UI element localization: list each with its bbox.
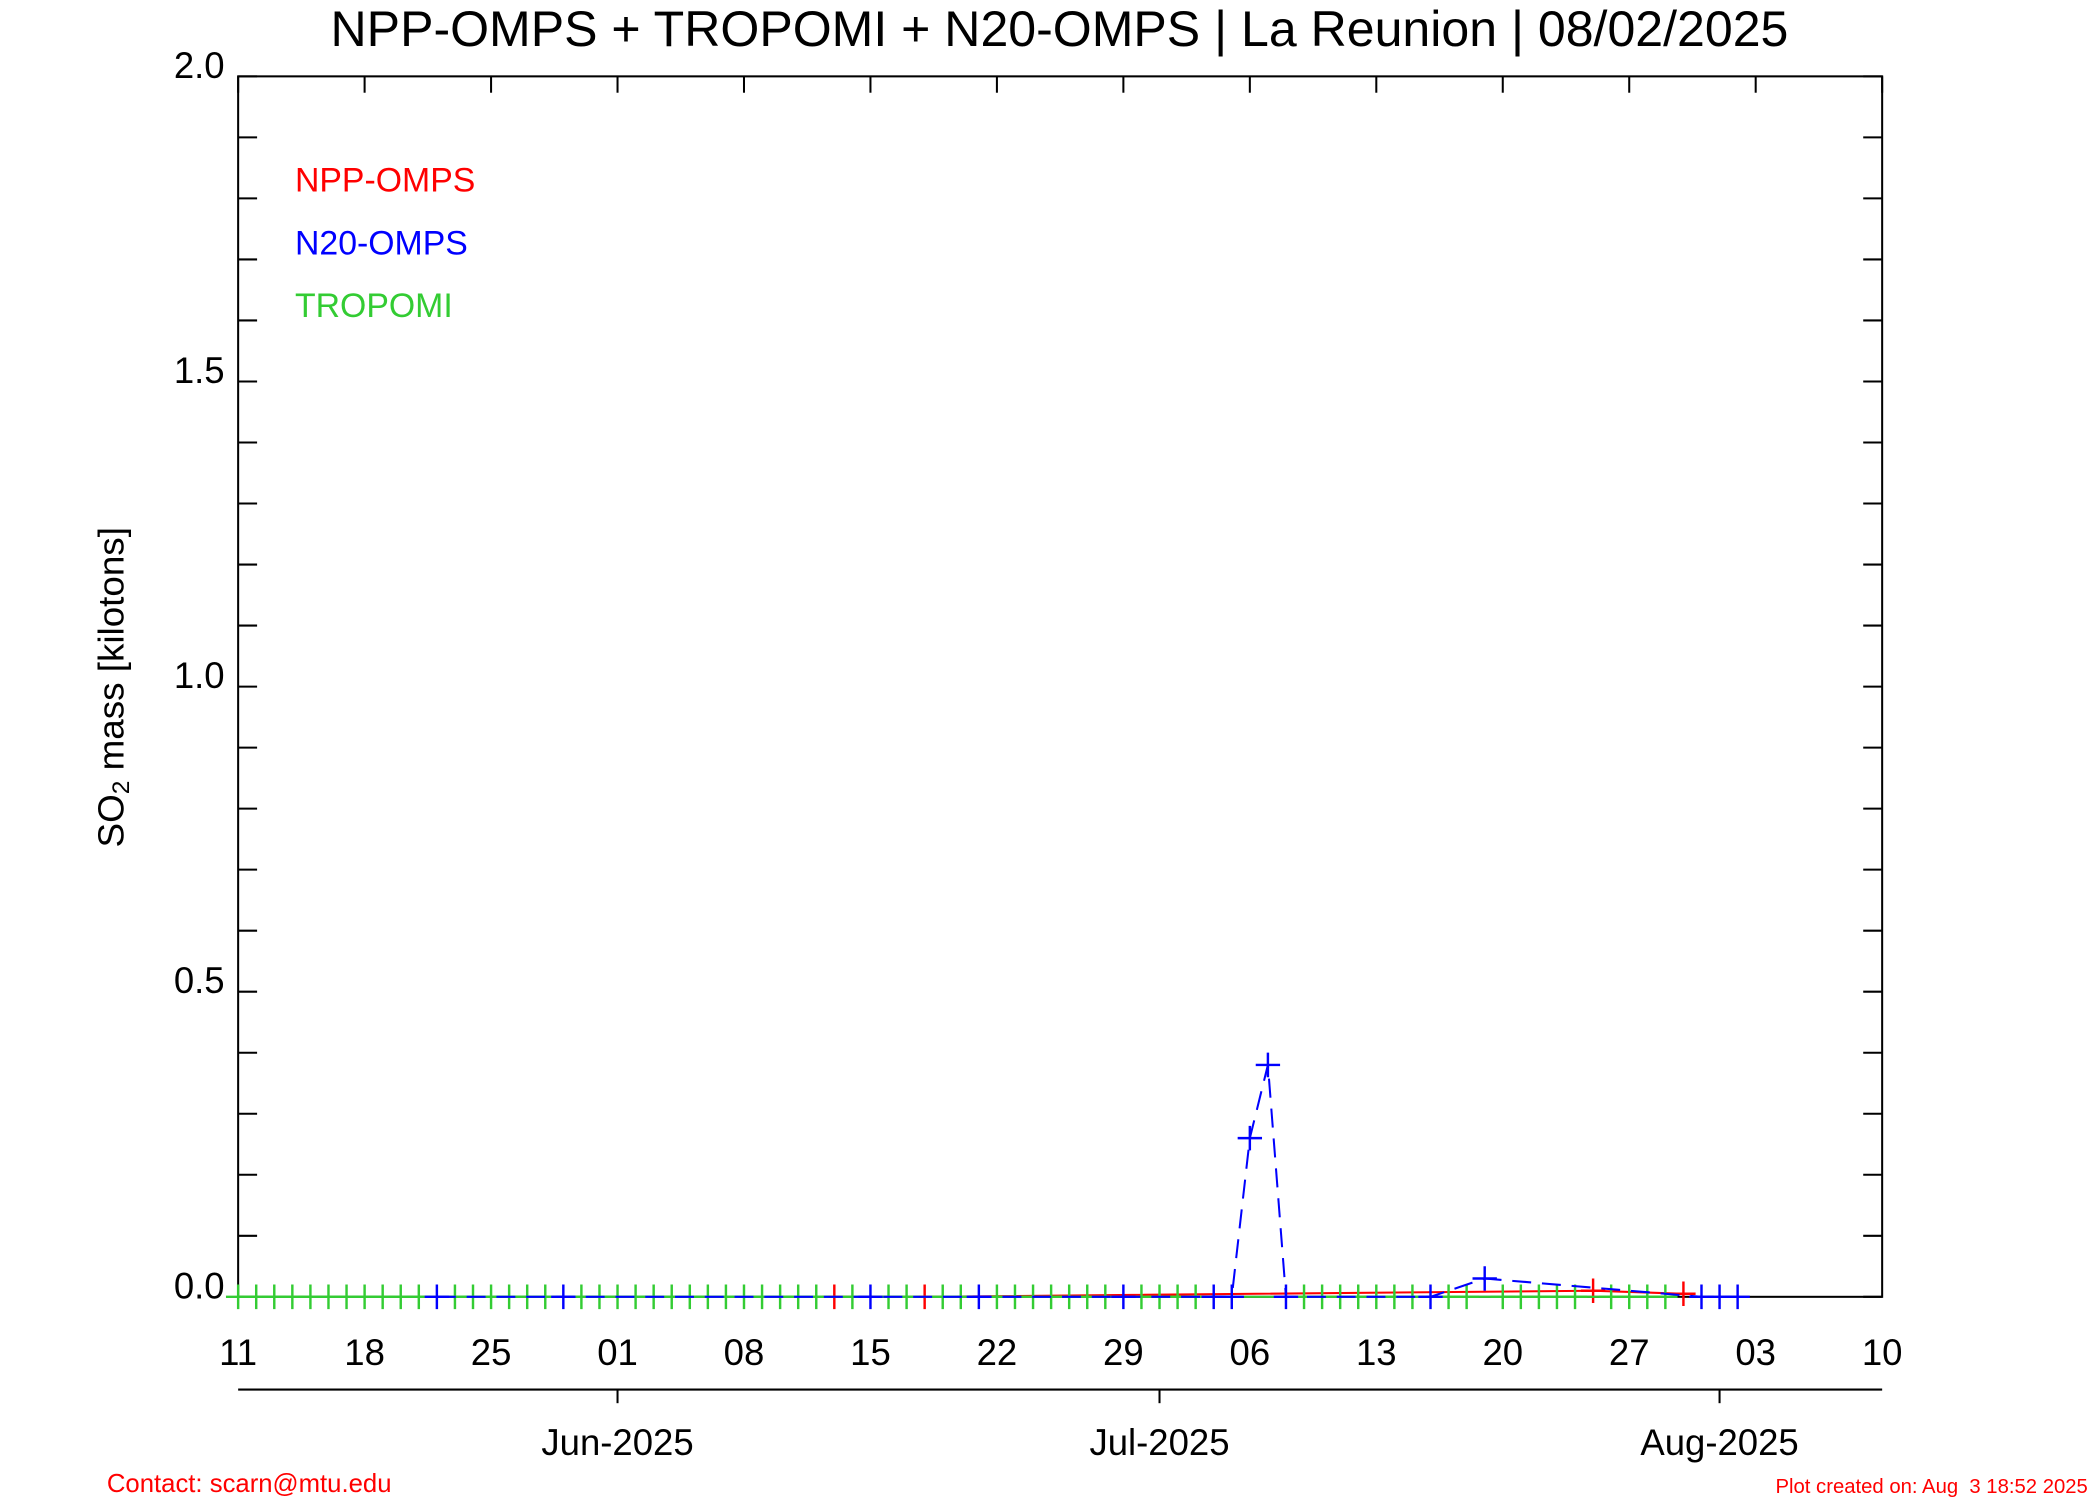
month-label: Jul-2025 xyxy=(1089,1422,1229,1463)
x-tick-label: 10 xyxy=(1862,1332,1903,1373)
footer-contact: Contact: scarn@mtu.edu xyxy=(107,1470,392,1498)
y-label-part: mass [kilotons] xyxy=(90,527,131,781)
x-tick-label: 06 xyxy=(1230,1332,1271,1373)
x-tick-label: 11 xyxy=(219,1332,257,1373)
chart-title: NPP-OMPS + TROPOMI + N20-OMPS | La Reuni… xyxy=(331,1,1789,57)
x-tick-label: 15 xyxy=(850,1332,891,1373)
point-marker xyxy=(1454,1284,1479,1310)
x-tick-label: 27 xyxy=(1609,1332,1650,1373)
point-marker xyxy=(1255,1052,1281,1078)
y-tick-label: 0.0 xyxy=(174,1265,225,1306)
legend-entry: TROPOMI xyxy=(295,287,453,325)
point-marker xyxy=(1562,1284,1588,1310)
y-tick-label: 1.0 xyxy=(174,655,225,696)
point-marker xyxy=(1580,1278,1606,1303)
point-marker xyxy=(1418,1284,1443,1310)
y-tick-label: 0.5 xyxy=(174,960,225,1001)
point-marker xyxy=(1725,1284,1750,1310)
y-label-subscript: 2 xyxy=(109,781,136,795)
point-marker xyxy=(1273,1284,1299,1310)
point-marker xyxy=(858,1284,883,1310)
point-marker xyxy=(1111,1284,1136,1310)
point-marker xyxy=(1472,1266,1497,1291)
x-tick-label: 18 xyxy=(344,1332,385,1373)
x-tick-label: 22 xyxy=(977,1332,1018,1373)
x-tick-label: 08 xyxy=(724,1332,765,1373)
y-axis-label: SO2 mass [kilotons] xyxy=(90,527,135,847)
x-tick-label: 25 xyxy=(471,1332,512,1373)
point-marker xyxy=(1653,1284,1678,1310)
x-tick-label: 13 xyxy=(1356,1332,1397,1373)
y-tick-label: 2.0 xyxy=(174,45,225,86)
footer-created: Plot created on: Aug 3 18:52 2025 xyxy=(1775,1476,2087,1498)
month-label: Jun-2025 xyxy=(541,1422,693,1463)
point-marker xyxy=(1219,1284,1244,1310)
point-marker xyxy=(424,1284,450,1310)
y-label-part: SO xyxy=(90,794,131,847)
month-label: Aug-2025 xyxy=(1640,1422,1798,1463)
point-marker xyxy=(966,1284,992,1310)
x-tick-label: 20 xyxy=(1482,1332,1523,1373)
x-tick-label: 29 xyxy=(1103,1332,1144,1373)
point-marker xyxy=(1237,1125,1263,1151)
x-tick-label: 03 xyxy=(1735,1332,1776,1373)
point-marker xyxy=(551,1284,576,1310)
y-tick-label: 1.5 xyxy=(174,350,225,391)
legend-entry: N20-OMPS xyxy=(295,224,468,262)
legend-entry: NPP-OMPS xyxy=(295,162,475,200)
x-tick-label: 01 xyxy=(597,1332,638,1373)
